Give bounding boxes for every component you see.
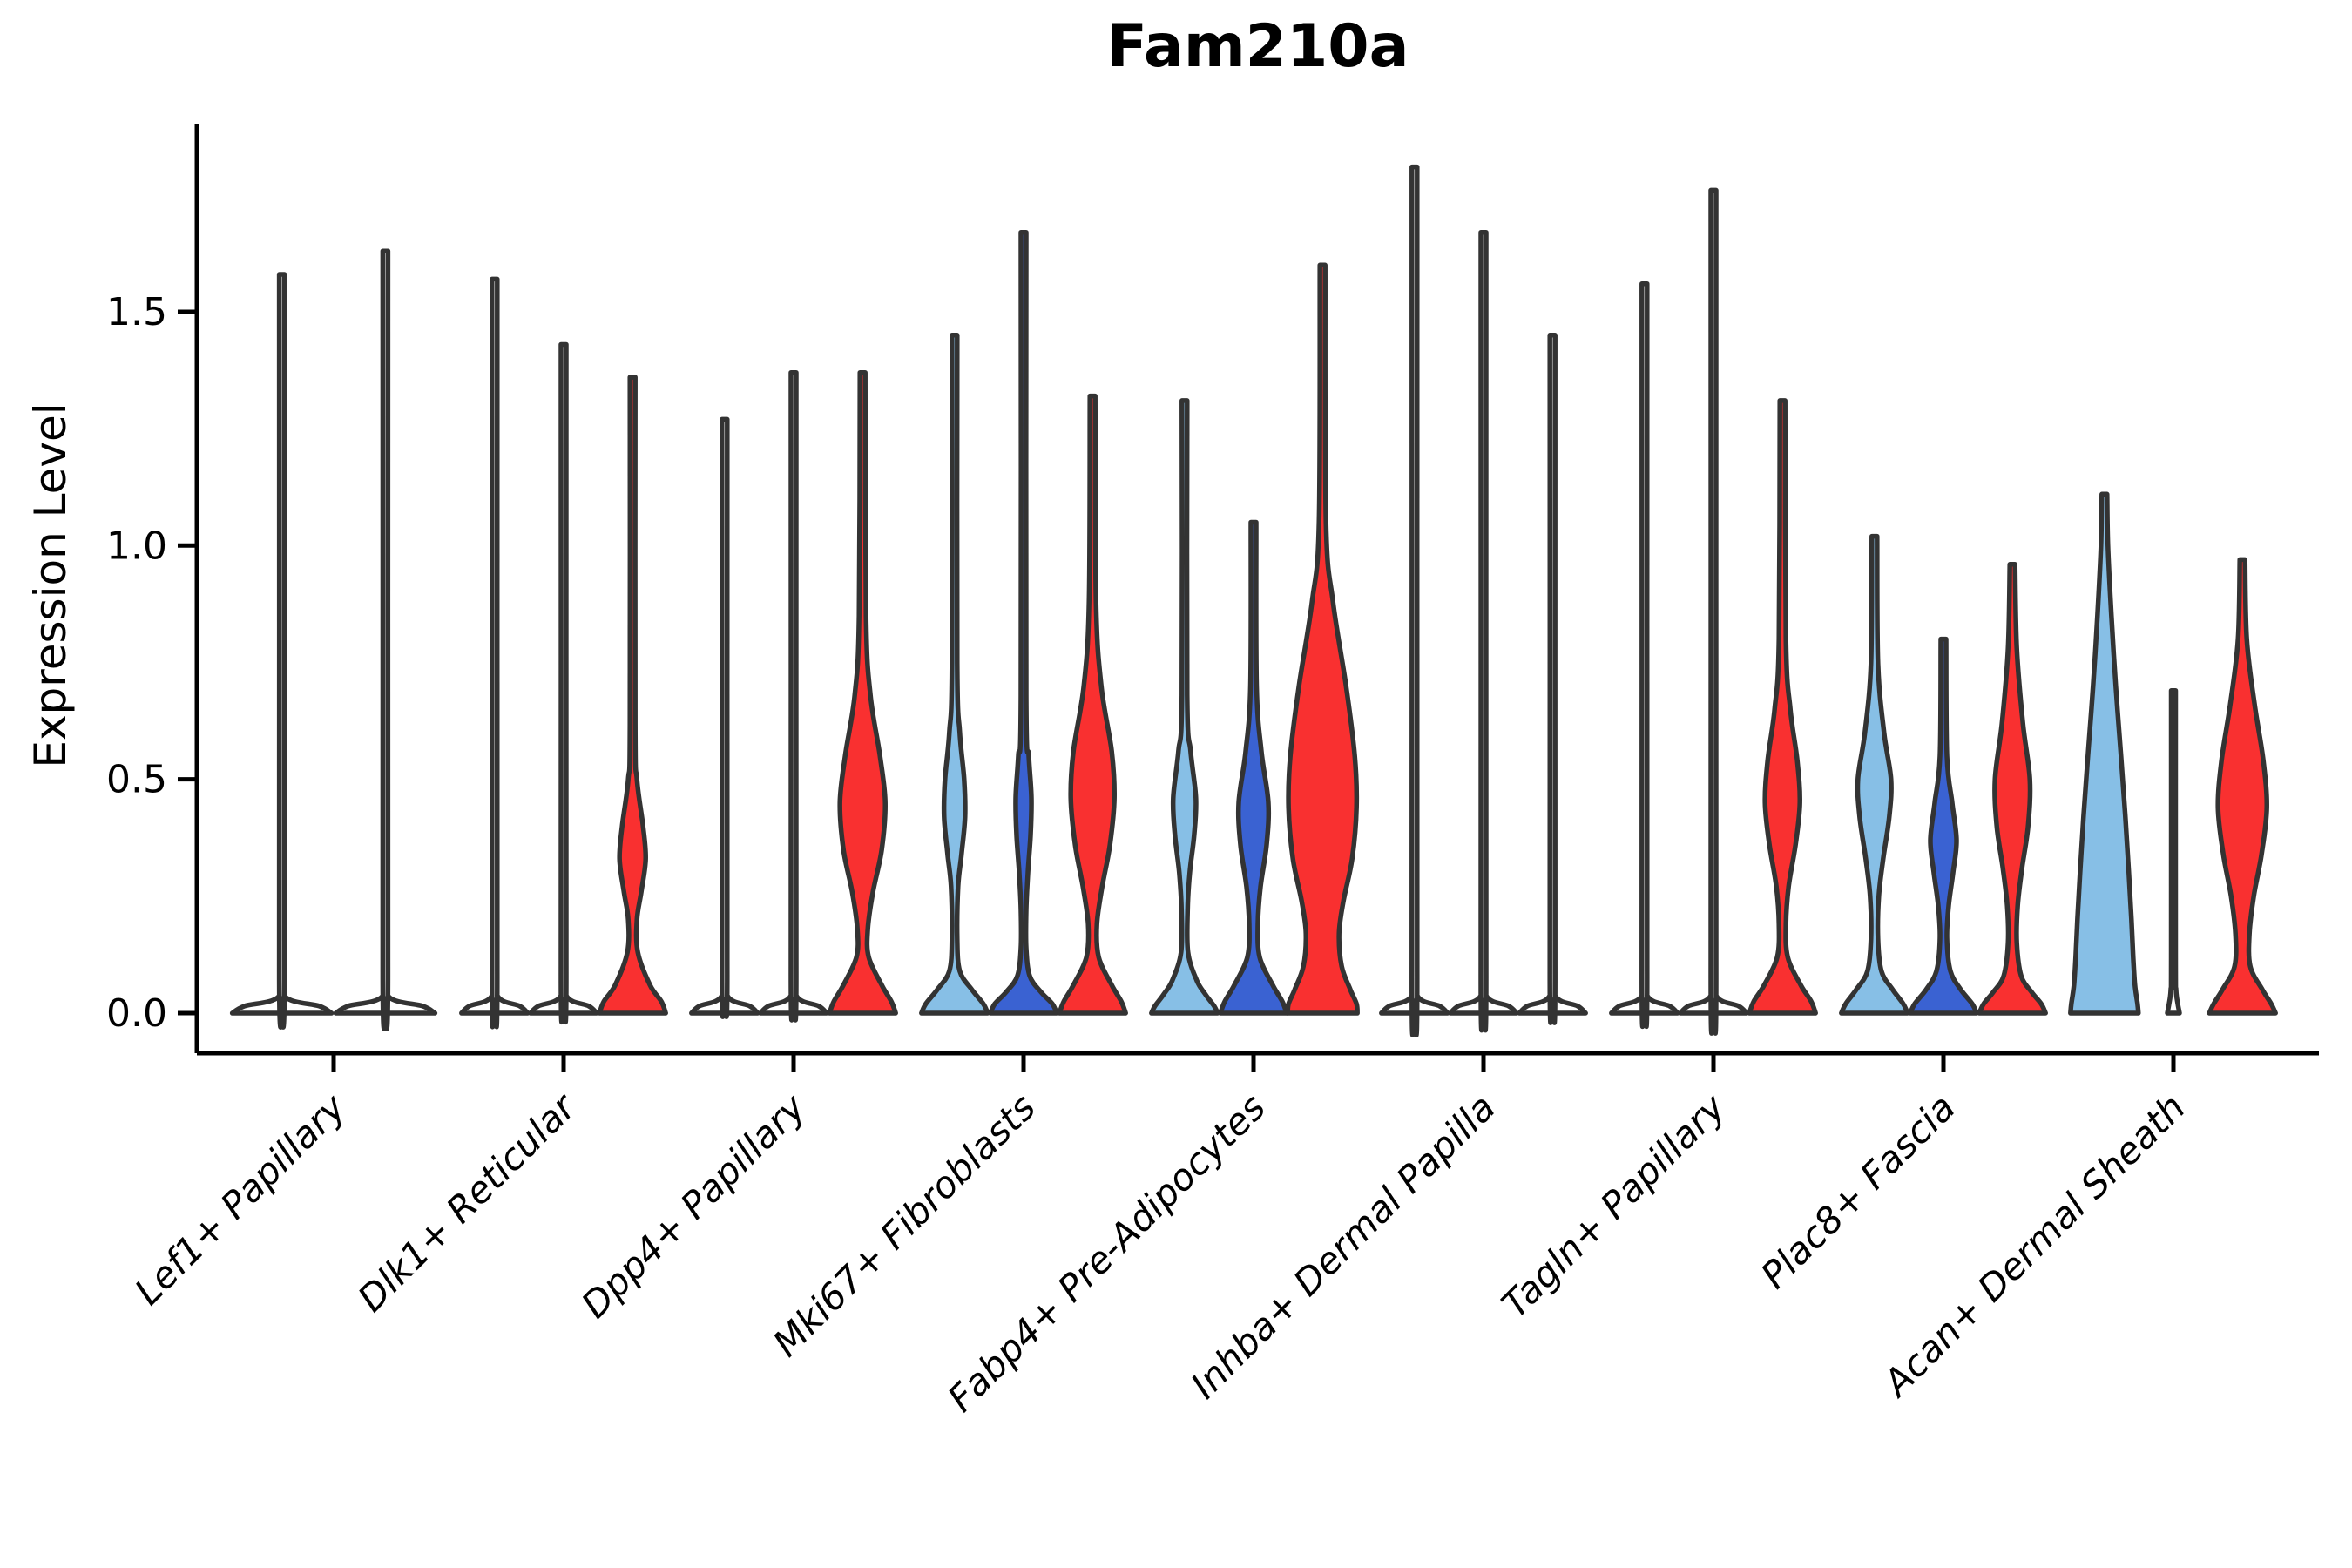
x-tick-label: Dlk1+ Reticular [349, 1084, 585, 1320]
violin-tagln-papillary-white [1678, 187, 1749, 1036]
violin-dpp4-papillary-red [827, 369, 898, 1016]
violin-mki67-fibroblasts-light_blue [919, 333, 990, 1016]
y-tick-label: 1.5 [106, 290, 167, 335]
x-tick-label: Lef1+ Papillary [126, 1085, 355, 1314]
violin-lef1-papillary-white [229, 272, 335, 1030]
y-tick-label: 0.5 [106, 758, 167, 802]
violin-fabp4-pre-adipocytes-dark_blue [1218, 519, 1289, 1016]
violin-dpp4-papillary-white [758, 369, 829, 1023]
violin-fabp4-pre-adipocytes-light_blue [1149, 398, 1220, 1016]
y-tick-label: 0.0 [106, 991, 167, 1036]
x-tick-label: Mki67+ Fibroblasts [765, 1085, 1044, 1364]
x-tick-label: Dpp4+ Papillary [573, 1085, 814, 1327]
violin-acan-dermal-sheath-red [2207, 557, 2278, 1016]
violin-plac8-fascia-light_blue [1839, 533, 1910, 1016]
violin-acan-dermal-sheath-light_blue [2068, 491, 2141, 1016]
violin-dpp4-papillary-white [689, 416, 760, 1019]
violin-tagln-papillary-red [1747, 398, 1818, 1016]
violin-fabp4-pre-adipocytes-red [1285, 262, 1360, 1016]
violin-plac8-fascia-red [1977, 562, 2048, 1016]
violin-plac8-fascia-dark_blue [1908, 636, 1979, 1016]
violin-mki67-fibroblasts-dark_blue [988, 229, 1059, 1016]
violin-tagln-papillary-white [1609, 280, 1680, 1030]
violin-lef1-papillary-white [333, 248, 438, 1031]
violin-inhba-dermal-papilla-white [1448, 229, 1519, 1033]
chart-title: Fam210a [1106, 12, 1409, 81]
violin-dlk1-reticular-white [459, 276, 531, 1030]
violin-inhba-dermal-papilla-white [1517, 333, 1588, 1025]
violin-inhba-dermal-papilla-white [1379, 164, 1450, 1037]
x-tick-label: Tagln+ Papillary [1493, 1085, 1734, 1327]
violin-dlk1-reticular-red [597, 375, 668, 1016]
x-tick-label: Plac8+ Fascia [1753, 1085, 1963, 1296]
violin-dlk1-reticular-white [528, 341, 599, 1024]
y-tick-label: 1.0 [106, 524, 167, 568]
violin-mki67-fibroblasts-red [1057, 393, 1128, 1016]
violin-acan-dermal-sheath-white [2165, 687, 2182, 1016]
